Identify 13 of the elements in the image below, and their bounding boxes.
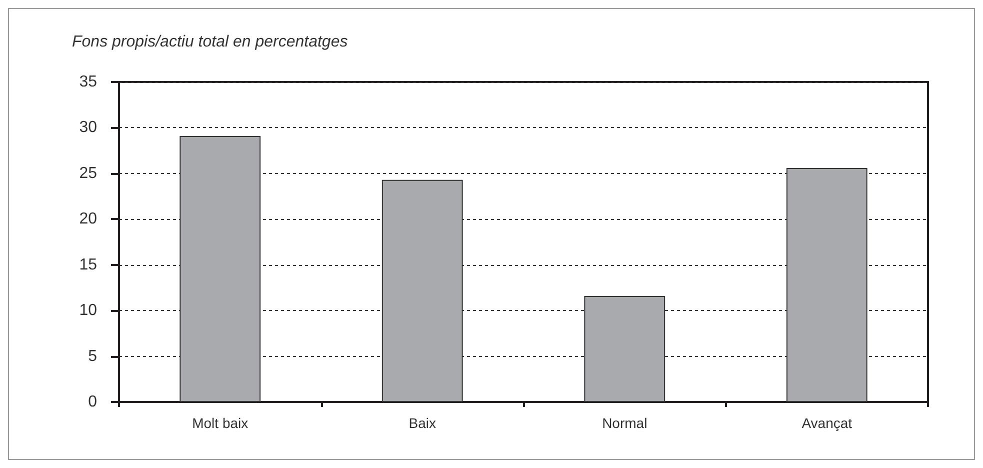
y-tick-label: 0	[88, 394, 98, 410]
chart-title: Fons propis/actiu total en percentatges	[72, 34, 348, 50]
x-tick-label: Molt baix	[192, 415, 248, 431]
y-tick-label: 5	[88, 348, 98, 365]
y-tick-label: 25	[79, 164, 98, 182]
y-tick-label: 15	[79, 256, 98, 274]
y-tick-label: 35	[79, 74, 98, 90]
x-tick-label: Normal	[602, 415, 648, 431]
x-tick-label: Baix	[408, 415, 436, 431]
y-tick-label: 10	[79, 302, 98, 320]
x-tick-label: Avançat	[802, 415, 852, 431]
y-tick-label: 20	[79, 210, 98, 228]
y-tick-label: 30	[79, 119, 98, 136]
